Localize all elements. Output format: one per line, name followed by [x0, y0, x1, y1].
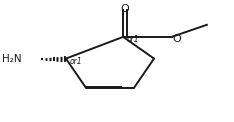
Text: H₂N: H₂N	[2, 54, 22, 64]
Text: O: O	[173, 34, 182, 44]
Text: or1: or1	[69, 56, 82, 66]
Text: O: O	[120, 4, 129, 14]
Text: or1: or1	[127, 35, 139, 44]
